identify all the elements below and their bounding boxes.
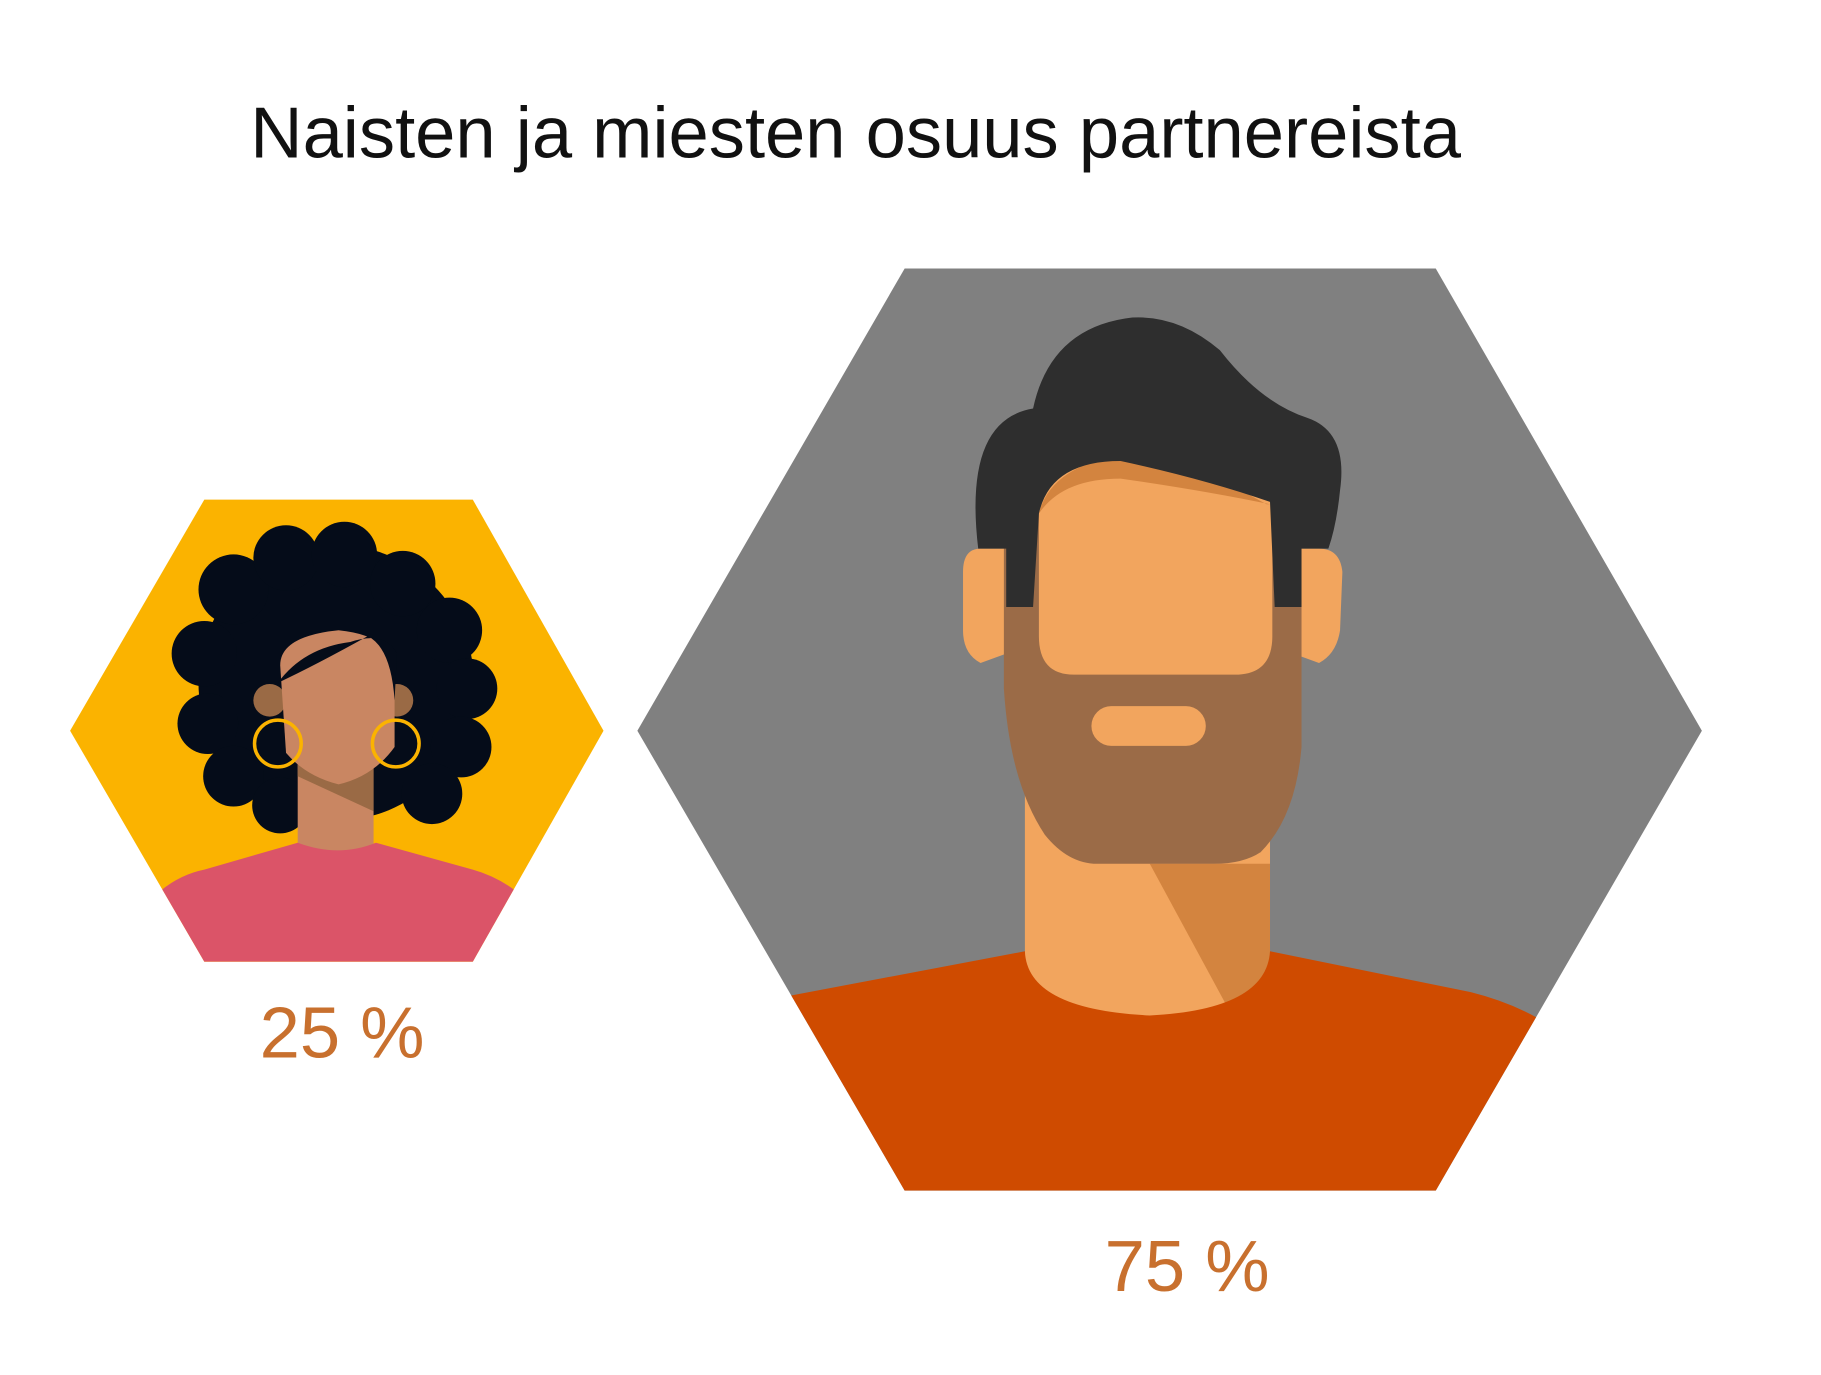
man-icon: [637, 268, 1702, 1191]
percent-label: 25 %: [260, 993, 425, 1074]
title: Naisten ja miesten osuus partnereista: [250, 93, 1461, 174]
woman-icon: [70, 499, 604, 962]
percent-label: 75 %: [1105, 1226, 1270, 1307]
